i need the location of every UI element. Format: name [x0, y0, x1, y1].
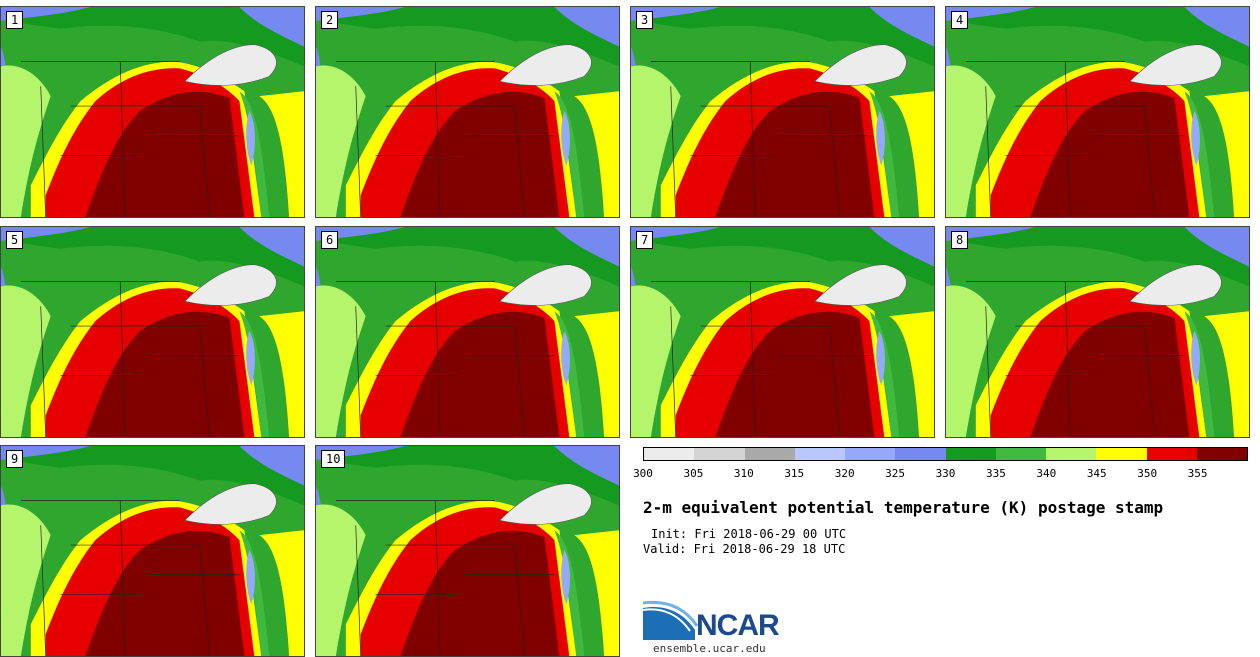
- site-url[interactable]: ensemble.ucar.edu: [653, 642, 766, 655]
- legend-swatch: [644, 448, 695, 460]
- legend-tick-label: 310: [733, 467, 754, 480]
- map-panel-5: 5: [0, 226, 305, 438]
- legend-swatch: [895, 448, 946, 460]
- legend-tick-label: 315: [784, 467, 805, 480]
- legend-swatch: [694, 448, 745, 460]
- color-legend: [643, 447, 1248, 461]
- map-panel-10: 10: [315, 445, 620, 657]
- map-panel-7: 7: [630, 226, 935, 438]
- panel-number: 7: [636, 231, 654, 249]
- legend-swatch: [945, 448, 996, 460]
- panel-number: 5: [6, 231, 24, 249]
- map-panel-1: 1: [0, 6, 305, 218]
- panel-number: 6: [321, 231, 339, 249]
- legend-swatch: [1146, 448, 1197, 460]
- legend-swatch: [845, 448, 896, 460]
- legend-tick-label: 350: [1137, 467, 1158, 480]
- legend-tick-label: 325: [885, 467, 906, 480]
- ncar-logo: [643, 600, 699, 640]
- valid-time: Valid: Fri 2018-06-29 18 UTC: [643, 542, 846, 556]
- legend-tick-label: 340: [1036, 467, 1057, 480]
- legend-swatch: [995, 448, 1046, 460]
- panel-number: 4: [951, 11, 969, 29]
- legend-tick-label: 330: [935, 467, 956, 480]
- legend-swatch: [1196, 448, 1247, 460]
- legend-tick-label: 355: [1187, 467, 1208, 480]
- init-time: Init: Fri 2018-06-29 00 UTC: [651, 527, 847, 541]
- legend-tick-label: 305: [683, 467, 704, 480]
- map-panel-6: 6: [315, 226, 620, 438]
- map-panel-8: 8: [945, 226, 1250, 438]
- legend-swatch: [1046, 448, 1097, 460]
- panel-number: 9: [6, 450, 24, 468]
- legend-tick-label: 320: [834, 467, 855, 480]
- ncar-wordmark: NCAR: [696, 609, 780, 642]
- legend-swatch: [1096, 448, 1147, 460]
- legend-swatch: [794, 448, 845, 460]
- map-panel-9: 9: [0, 445, 305, 657]
- panel-number: 3: [636, 11, 654, 29]
- legend-tick-label: 345: [1086, 467, 1107, 480]
- legend-tick-label: 335: [985, 467, 1006, 480]
- map-title: 2-m equivalent potential temperature (K)…: [643, 498, 1164, 517]
- map-panel-4: 4: [945, 6, 1250, 218]
- panel-number: 2: [321, 11, 339, 29]
- map-panel-2: 2: [315, 6, 620, 218]
- panel-number: 1: [6, 11, 24, 29]
- panel-number: 10: [321, 450, 346, 468]
- legend-swatch: [744, 448, 795, 460]
- panel-number: 8: [951, 231, 969, 249]
- map-panel-3: 3: [630, 6, 935, 218]
- legend-tick-label: 300: [633, 467, 653, 480]
